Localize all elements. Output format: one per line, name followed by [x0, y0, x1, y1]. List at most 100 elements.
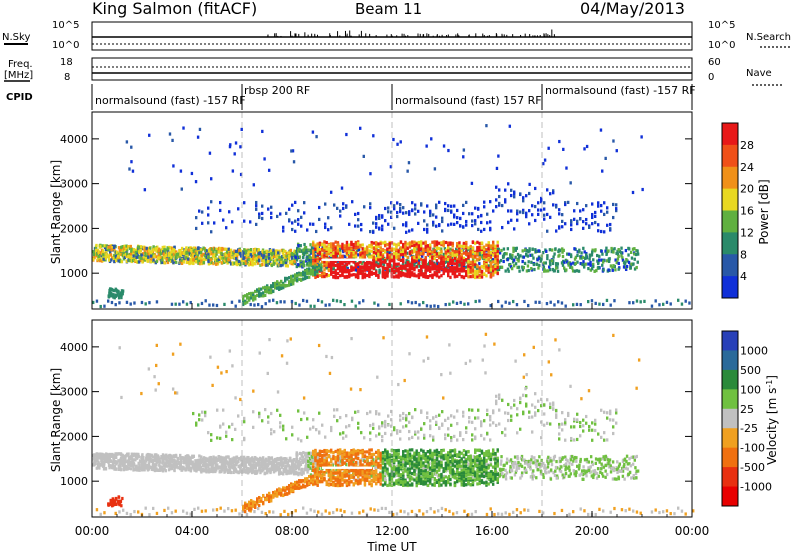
echo-cell	[361, 265, 364, 270]
echo-cell	[521, 265, 524, 269]
echo-cell	[512, 258, 516, 262]
echo-cell	[230, 300, 234, 304]
echo-cell	[304, 271, 307, 275]
echo-cell	[323, 268, 326, 272]
echo-cell	[359, 266, 362, 270]
echo-cell	[531, 204, 534, 208]
echo-cell	[426, 250, 430, 255]
echo-cell	[399, 202, 402, 207]
echo-cell	[368, 261, 371, 265]
echo-cell	[321, 243, 324, 247]
echo-cell	[214, 247, 217, 252]
echo-cell	[624, 248, 628, 253]
echo-cell	[372, 260, 376, 264]
freq-tick-high: 18	[60, 57, 73, 68]
echo-cell	[467, 302, 470, 306]
echo-cell	[435, 273, 439, 277]
echo-cell	[602, 302, 605, 307]
echo-cell	[239, 254, 243, 258]
echo-cell	[462, 259, 466, 263]
echo-cell	[476, 269, 479, 273]
echo-cell	[435, 252, 439, 256]
echo-cell	[584, 262, 587, 266]
echo-cell	[435, 254, 439, 258]
echo-cell	[605, 246, 608, 250]
echo-cell	[157, 253, 161, 257]
echo-cell	[424, 244, 427, 249]
echo-cell	[467, 264, 470, 268]
echo-cell	[543, 213, 546, 217]
echo-cell	[422, 247, 425, 251]
echo-cell	[182, 260, 185, 264]
echo-cell	[312, 222, 315, 226]
echo-cell	[615, 149, 618, 153]
echo-cell	[480, 220, 483, 225]
echo-cell	[252, 291, 255, 295]
echo-cell	[198, 262, 202, 266]
echo-cell	[447, 244, 450, 248]
echo-cell	[639, 300, 642, 304]
echo-cell	[397, 267, 400, 271]
echo-cell	[283, 300, 286, 304]
echo-cell	[580, 251, 583, 255]
echo-cell	[275, 262, 278, 266]
echo-cell	[585, 255, 588, 259]
echo-cell	[390, 259, 394, 263]
echo-cell	[441, 219, 444, 224]
echo-cell	[102, 460, 105, 464]
echo-cell	[368, 243, 371, 248]
echo-cell	[487, 250, 490, 254]
echo-cell	[605, 251, 608, 255]
echo-cell	[92, 300, 95, 305]
echo-cell	[413, 274, 416, 278]
echo-cell	[513, 195, 516, 199]
echo-cell	[504, 198, 507, 202]
echo-cell	[471, 212, 474, 216]
echo-cell	[252, 183, 256, 187]
echo-cell	[357, 224, 360, 228]
echo-cell	[549, 215, 552, 219]
echo-cell	[432, 220, 435, 224]
echo-cell	[448, 302, 451, 306]
echo-cell	[396, 214, 399, 219]
echo-cell	[590, 299, 594, 303]
echo-cell	[474, 299, 477, 304]
echo-cell	[388, 253, 391, 258]
echo-cell	[387, 206, 390, 210]
echo-cell	[194, 246, 197, 250]
echo-cell	[100, 456, 104, 460]
echo-cell	[478, 256, 481, 260]
echo-cell	[341, 271, 344, 275]
echo-cell	[320, 263, 323, 267]
echo-cell	[438, 255, 441, 259]
echo-cell	[677, 298, 680, 302]
echo-cell	[543, 207, 546, 211]
echo-cell	[494, 267, 497, 271]
echo-cell	[196, 464, 200, 469]
echo-cell	[431, 273, 434, 277]
echo-cell	[564, 304, 567, 308]
echo-cell	[114, 254, 118, 258]
echo-cell	[393, 271, 396, 275]
echo-cell	[240, 127, 243, 132]
echo-cell	[121, 453, 124, 458]
echo-cell	[438, 241, 441, 245]
echo-cell	[170, 248, 174, 252]
echo-cell	[255, 222, 258, 227]
echo-cell	[345, 132, 348, 137]
echo-cell	[262, 286, 265, 290]
echo-cell	[130, 145, 133, 149]
echo-cell	[192, 249, 196, 253]
echo-cell	[220, 250, 223, 254]
colorbar-swatch	[722, 232, 738, 255]
echo-cell	[103, 453, 107, 457]
echo-cell	[144, 462, 147, 466]
echo-cell	[492, 248, 495, 253]
echo-cell	[433, 241, 436, 245]
y-tick-label: 2000	[60, 222, 88, 235]
echo-cell	[123, 455, 126, 459]
echo-cell	[175, 256, 178, 260]
echo-cell	[625, 264, 629, 269]
colorbar-tick-label: 4	[740, 270, 747, 283]
echo-cell	[114, 294, 118, 298]
